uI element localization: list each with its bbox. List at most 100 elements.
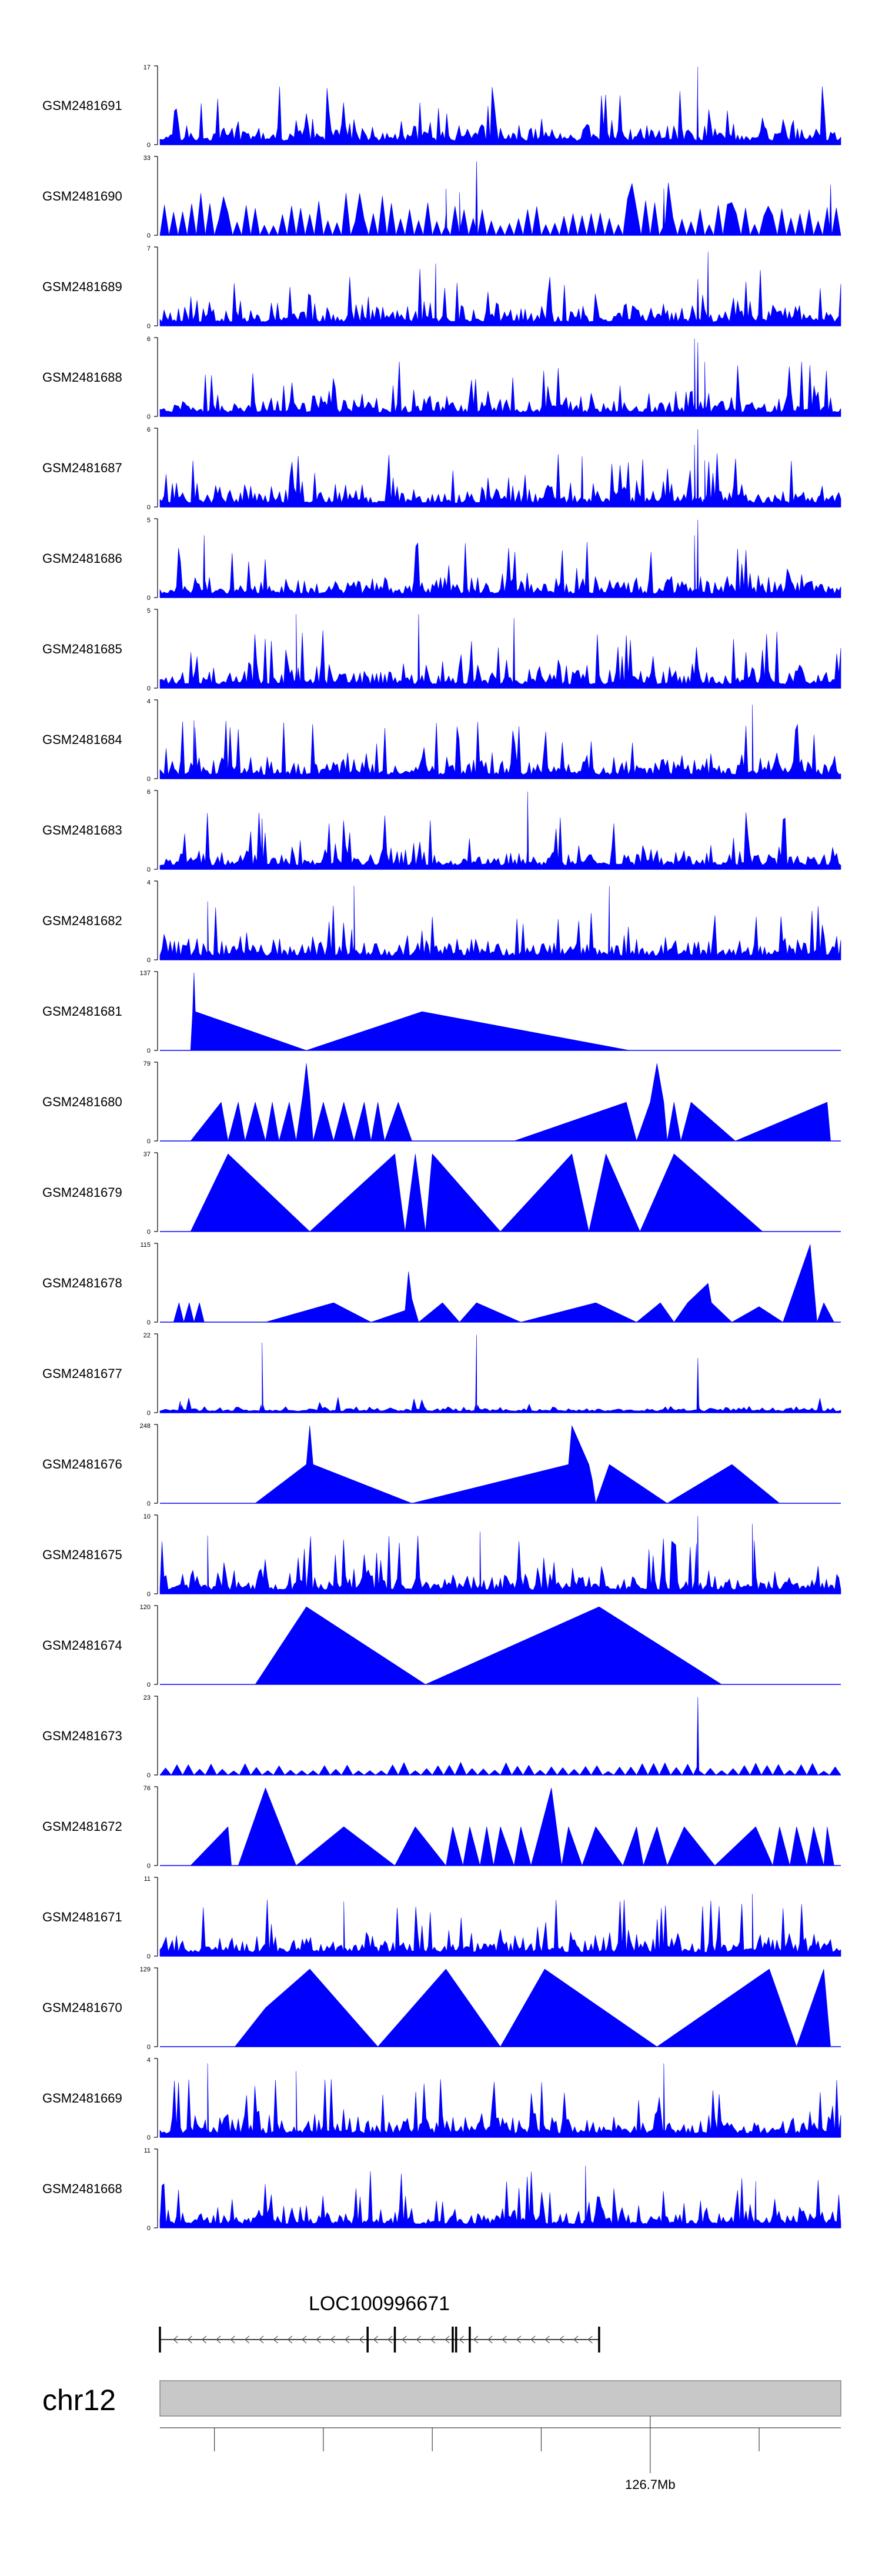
chromosome-label: chr12: [42, 2384, 116, 2417]
gene-strand-arrow: [244, 2335, 250, 2344]
track-GSM2481687: GSM2481687 6 0: [42, 426, 841, 511]
track-GSM2481689: GSM2481689 7 0: [42, 245, 841, 330]
track-ymin-label: 0: [147, 232, 151, 239]
gene-strand-arrow: [530, 2335, 536, 2344]
coverage-area: [159, 252, 841, 326]
track-ymin-label: 0: [147, 1229, 151, 1236]
track-ymax-label: 115: [140, 1242, 151, 1249]
coverage-area: [159, 1516, 841, 1594]
coverage-area: [159, 519, 841, 598]
track-GSM2481670: GSM2481670 129 0: [42, 1966, 841, 2051]
track-ymax-label: 23: [143, 1694, 151, 1701]
chromosome-track: chr12 126.7Mb: [42, 2380, 841, 2492]
track-ymax-label: 248: [140, 1423, 151, 1430]
track-label: GSM2481678: [42, 1276, 122, 1290]
coverage-area: [159, 66, 841, 145]
track-GSM2481678: GSM2481678 115 0: [42, 1242, 841, 1326]
track-GSM2481691: GSM2481691 17 0: [42, 64, 841, 149]
track-label: GSM2481680: [42, 1095, 122, 1109]
track-GSM2481672: GSM2481672 76 0: [42, 1785, 841, 1870]
track-label: GSM2481670: [42, 2000, 122, 2015]
track-ymax-label: 7: [147, 245, 151, 252]
track-GSM2481684: GSM2481684 4 0: [42, 698, 841, 783]
gene-strand-arrow: [544, 2335, 550, 2344]
track-ymax-label: 76: [143, 1785, 151, 1792]
coverage-area: [159, 2063, 841, 2138]
gene-strand-arrow: [487, 2335, 493, 2344]
track-label: GSM2481672: [42, 1819, 122, 1834]
track-label: GSM2481674: [42, 1638, 122, 1653]
gene-strand-arrow: [316, 2335, 321, 2344]
track-label: GSM2481669: [42, 2091, 122, 2105]
track-ymin-label: 0: [147, 1953, 151, 1960]
coverage-area: [190, 972, 630, 1051]
gene-strand-arrow: [587, 2335, 593, 2344]
track-ymin-label: 0: [147, 1681, 151, 1689]
track-ymax-label: 6: [147, 789, 151, 796]
track-ymax-label: 10: [143, 1513, 151, 1520]
gene-strand-arrow: [402, 2335, 407, 2344]
track-GSM2481669: GSM2481669 4 0: [42, 2057, 841, 2141]
track-ymin-label: 0: [147, 2044, 151, 2051]
track-ymax-label: 11: [144, 2147, 151, 2154]
track-label: GSM2481691: [42, 98, 122, 113]
track-label: GSM2481677: [42, 1366, 122, 1381]
track-ymax-label: 4: [147, 698, 151, 705]
track-ymax-label: 4: [147, 879, 151, 886]
track-label: GSM2481689: [42, 279, 122, 294]
gene-strand-arrow: [387, 2335, 393, 2344]
gene-strand-arrow: [345, 2335, 350, 2344]
gene-strand-arrow: [416, 2335, 421, 2344]
track-ymax-label: 37: [143, 1151, 151, 1158]
gene-strand-arrow: [287, 2335, 293, 2344]
gene-strand-arrow: [559, 2335, 564, 2344]
track-ymin-label: 0: [147, 776, 151, 783]
gene-strand-arrow: [473, 2335, 479, 2344]
track-ymin-label: 0: [147, 1500, 151, 1507]
gene-strand-arrow: [359, 2335, 364, 2344]
track-ymin-label: 0: [147, 1863, 151, 1870]
gene-strand-arrow: [459, 2335, 464, 2344]
track-ymax-label: 5: [147, 608, 151, 615]
track-ymin-label: 0: [147, 1319, 151, 1326]
track-ymin-label: 0: [147, 957, 151, 964]
gene-model: [159, 2327, 600, 2353]
gene-strand-arrow: [273, 2335, 278, 2344]
coverage-area: [159, 1334, 841, 1413]
track-ymin-label: 0: [147, 1772, 151, 1779]
track-GSM2481680: GSM2481680 79 0: [42, 1060, 841, 1145]
track-label: GSM2481684: [42, 732, 122, 747]
coverage-area: [190, 1063, 831, 1142]
track-ymax-label: 6: [147, 426, 151, 433]
gene-strand-arrow: [373, 2335, 379, 2344]
gene-strand-arrow: [330, 2335, 336, 2344]
track-GSM2481677: GSM2481677 22 0: [42, 1332, 841, 1417]
coverage-area: [173, 1244, 834, 1323]
track-label: GSM2481679: [42, 1185, 122, 1200]
gene-strand-arrow: [259, 2335, 264, 2344]
track-label: GSM2481675: [42, 1547, 122, 1562]
track-label: GSM2481686: [42, 551, 122, 566]
track-ymin-label: 0: [147, 504, 151, 511]
track-GSM2481676: GSM2481676 248 0: [42, 1423, 841, 1507]
coverage-area: [190, 1153, 763, 1232]
track-label: GSM2481683: [42, 823, 122, 837]
track-label: GSM2481687: [42, 461, 122, 475]
gene-strand-arrow: [173, 2335, 178, 2344]
track-ymax-label: 33: [143, 155, 151, 162]
track-ymin-label: 0: [147, 323, 151, 330]
track-ymax-label: 17: [143, 64, 151, 71]
track-ymin-label: 0: [147, 1591, 151, 1598]
track-ymin-label: 0: [147, 1047, 151, 1055]
track-GSM2481674: GSM2481674 120 0: [42, 1604, 841, 1689]
track-GSM2481688: GSM2481688 6 0: [42, 336, 841, 421]
track-ymin-label: 0: [147, 1410, 151, 1417]
coverage-area: [159, 338, 841, 417]
coverage-area: [190, 1968, 831, 2047]
gene-strand-arrow: [573, 2335, 579, 2344]
coverage-tracks: GSM2481691170GSM2481690330GSM248168970GS…: [42, 64, 841, 2232]
coverage-area: [159, 791, 841, 870]
gene-strand-arrow: [445, 2335, 450, 2344]
